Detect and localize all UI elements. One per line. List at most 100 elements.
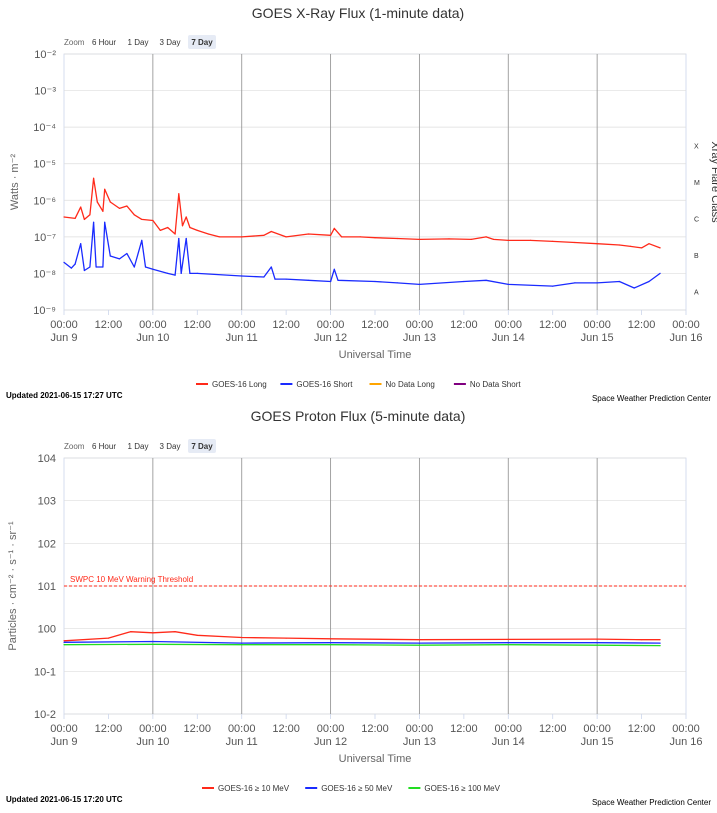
zoom-button-7-day[interactable]: 7 Day	[188, 35, 216, 49]
x-tick-date-label: Jun 11	[226, 332, 258, 344]
zoom-label: Zoom	[64, 38, 85, 47]
data-point	[141, 239, 143, 241]
data-point	[507, 642, 509, 644]
data-point	[133, 214, 135, 216]
data-point	[174, 631, 176, 633]
data-point	[104, 188, 106, 190]
zoom-button-6-hour[interactable]: 6 Hour	[92, 38, 116, 47]
data-point	[89, 214, 91, 216]
legend-item-1[interactable]: GOES-16 ≥ 10 MeV	[202, 784, 290, 793]
legend-item-3[interactable]: GOES-16 ≥ 100 MeV	[408, 784, 501, 793]
data-point	[574, 282, 576, 284]
data-point	[141, 218, 143, 220]
data-point	[126, 252, 128, 255]
legend-item-2[interactable]: GOES-16 Short	[280, 380, 353, 389]
zoom-button-1-day[interactable]: 1 Day	[128, 38, 149, 47]
x-tick-date-label: Jun 12	[314, 332, 347, 344]
data-point	[70, 267, 72, 269]
data-point	[659, 272, 661, 274]
data-point	[174, 233, 176, 235]
x-tick-date-label: Jun 15	[581, 332, 614, 344]
zoom-button-3-day[interactable]: 3 Day	[160, 442, 181, 451]
y-tick-label: 103	[38, 496, 56, 508]
zoom-button-6-hour[interactable]: 6 Hour	[92, 442, 116, 451]
data-point	[104, 221, 106, 223]
x-tick-date-label: Jun 9	[51, 332, 78, 344]
x-tick-date-label: Jun 11	[226, 736, 258, 748]
data-point	[130, 631, 132, 633]
data-point	[189, 226, 191, 229]
data-point	[185, 216, 187, 218]
x-tick-date-label: Jun 13	[403, 332, 436, 344]
zoom-button-highlight	[188, 35, 216, 49]
data-point	[63, 216, 65, 218]
x-tick-time-label: 12:00	[272, 723, 300, 735]
data-point	[285, 637, 287, 639]
flare-class-label: C	[694, 217, 699, 224]
data-point	[359, 236, 361, 238]
legend-item-3[interactable]: No Data Long	[369, 380, 435, 389]
data-point	[241, 636, 243, 639]
data-point	[263, 276, 265, 278]
x-tick-time-label: 12:00	[184, 723, 212, 735]
zoom-button-label: 7 Day	[191, 442, 213, 451]
legend-item-4[interactable]: No Data Short	[453, 380, 521, 389]
data-point	[285, 236, 287, 238]
data-point	[596, 282, 598, 284]
x-tick-date-label: Jun 16	[669, 736, 702, 748]
data-point	[93, 221, 95, 223]
legend-label: GOES-16 ≥ 100 MeV	[424, 784, 500, 793]
data-point	[330, 644, 332, 646]
proton-chart-panel: GOES Proton Flux (5-minute data) Zoom 6 Ho…	[0, 404, 717, 808]
data-point	[95, 266, 97, 268]
data-point	[648, 243, 650, 245]
data-point	[641, 639, 643, 641]
x-axis-title: Universal Time	[339, 349, 412, 361]
x-tick-time-label: 00:00	[139, 319, 167, 331]
chart-legend: GOES-16 Long GOES-16 Short No Data Long No …	[196, 380, 521, 389]
data-point	[618, 280, 621, 283]
x-tick-time-label: 12:00	[361, 319, 389, 331]
x-tick-time-label: 00:00	[317, 723, 345, 735]
x-tick-time-label: 00:00	[139, 723, 167, 735]
data-point	[307, 279, 309, 281]
x-tick-time-label: 12:00	[361, 723, 389, 735]
proton-chart: GOES Proton Flux (5-minute data) Zoom 6 Ho…	[6, 408, 711, 807]
data-point	[659, 247, 661, 249]
y-tick-label: 10⁻⁶	[33, 195, 56, 207]
zoom-button-label: 3 Day	[160, 442, 181, 451]
legend-label: No Data Long	[386, 380, 435, 389]
x-tick-date-label: Jun 13	[403, 736, 436, 748]
series-line-2	[63, 221, 661, 289]
x-tick-time-label: 00:00	[583, 723, 611, 735]
zoom-button-1-day[interactable]: 1 Day	[128, 442, 149, 451]
data-point	[285, 278, 287, 280]
legend-item-2[interactable]: GOES-16 ≥ 50 MeV	[305, 784, 393, 793]
data-point	[648, 280, 650, 283]
y-tick-label: 10⁻⁷	[34, 232, 56, 244]
data-point	[485, 279, 487, 281]
legend-label: GOES-16 Long	[212, 380, 267, 389]
x-tick-date-label: Jun 10	[136, 332, 169, 344]
x-tick-date-label: Jun 14	[492, 736, 525, 748]
zoom-button-7-day[interactable]: 7 Day	[188, 439, 216, 453]
data-point	[93, 177, 95, 179]
legend-item-1[interactable]: GOES-16 Long	[196, 380, 267, 389]
data-point	[167, 226, 169, 229]
data-point	[596, 642, 598, 644]
y-tick-label: 102	[38, 538, 56, 550]
data-point	[418, 642, 420, 644]
data-point	[596, 644, 598, 646]
x-tick-date-label: Jun 12	[314, 736, 347, 748]
x-tick-time-label: 00:00	[672, 723, 700, 735]
series-line-1	[63, 177, 661, 249]
data-point	[207, 233, 209, 235]
data-point	[152, 632, 154, 634]
plot-area	[63, 53, 687, 311]
data-point	[74, 263, 76, 265]
zoom-button-3-day[interactable]: 3 Day	[160, 38, 181, 47]
data-point	[152, 643, 154, 645]
data-point	[181, 225, 184, 227]
data-point	[152, 640, 154, 643]
y-tick-label: 10⁻⁵	[33, 159, 56, 171]
